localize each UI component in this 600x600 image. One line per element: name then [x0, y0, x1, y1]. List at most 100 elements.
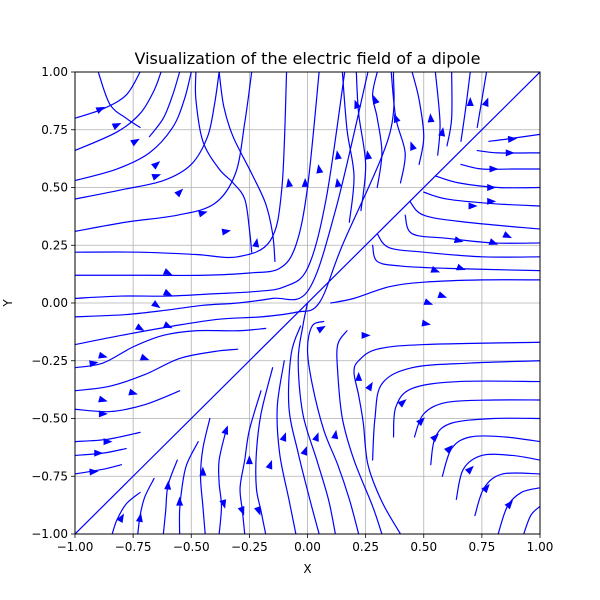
stream-arrowhead [162, 268, 173, 276]
streamline [376, 233, 540, 258]
stream-arrowhead [176, 496, 184, 506]
streamline [411, 72, 425, 165]
stream-arrowhead [199, 466, 207, 476]
x-tick-label: 1.00 [527, 540, 554, 554]
streamline [488, 133, 540, 142]
x-tick-label: 0.50 [410, 540, 437, 554]
stream-arrowhead [410, 141, 417, 151]
stream-arrowhead [130, 138, 140, 147]
stream-arrowhead [331, 429, 339, 440]
streamline [75, 327, 267, 369]
stream-arrowhead [502, 231, 512, 239]
streamline [194, 72, 253, 253]
stream-arrowhead [438, 127, 446, 137]
x-tick-label: −0.50 [173, 540, 210, 554]
streamline [75, 431, 141, 443]
stream-arrowhead [361, 331, 371, 339]
y-axis-label: Y [1, 299, 15, 308]
stream-arrowhead [162, 321, 173, 329]
stream-arrowhead [505, 149, 515, 157]
stream-arrows [89, 95, 518, 524]
streamline [409, 200, 540, 230]
streamline [287, 325, 320, 534]
streamline [476, 72, 488, 129]
chart-title: Visualization of the electric field of a… [135, 49, 481, 68]
streamlines [75, 72, 540, 534]
x-tick-label: −0.75 [115, 540, 152, 554]
stream-arrowhead [365, 150, 373, 160]
stream-arrowhead [453, 236, 464, 243]
streamline [353, 341, 540, 534]
stream-arrowhead [89, 468, 99, 476]
stream-arrowhead [174, 188, 184, 198]
streamline [372, 360, 540, 461]
streamline [460, 72, 471, 142]
stream-arrowhead [221, 228, 232, 236]
stream-arrowhead [489, 165, 499, 173]
streamline [423, 191, 540, 207]
stream-arrowhead [98, 351, 108, 359]
streamline [75, 72, 369, 318]
stream-arrowhead [354, 99, 361, 110]
stream-arrowhead [98, 395, 108, 403]
stream-arrowhead [95, 106, 106, 114]
stream-arrowhead [430, 266, 441, 273]
stream-arrowhead [487, 184, 497, 191]
streamline [97, 72, 141, 129]
stream-arrowhead [393, 113, 401, 124]
y-tick-label: 0.25 [41, 238, 68, 252]
streamline [330, 279, 540, 304]
streamline [75, 72, 162, 152]
streamline [336, 330, 383, 534]
stream-arrowhead [312, 432, 319, 442]
y-tick-label: −0.25 [31, 354, 68, 368]
streamline [474, 472, 540, 517]
stream-arrowhead [464, 465, 474, 475]
streamline [276, 360, 297, 534]
x-tick-label: −1.00 [57, 540, 94, 554]
streamline [75, 72, 220, 200]
stream-arrowhead [427, 113, 435, 123]
stream-arrowhead [151, 300, 161, 309]
stream-arrowhead [301, 177, 309, 187]
streamline [75, 72, 192, 182]
stream-arrowhead [373, 95, 380, 105]
streamline [137, 477, 155, 534]
stream-arrowhead [286, 177, 294, 188]
streamline [75, 72, 395, 346]
streamline [523, 505, 540, 534]
y-tick-label: 0.75 [41, 123, 68, 137]
stream-arrowhead [139, 353, 150, 361]
y-tick-label: −1.00 [31, 527, 68, 541]
x-tick-label: 0.25 [352, 540, 379, 554]
stream-arrowhead [221, 425, 229, 436]
stream-arrowhead [481, 97, 489, 107]
stream-arrowhead [111, 123, 122, 130]
streamline [297, 302, 336, 534]
stream-arrowhead [444, 444, 453, 454]
stream-arrowhead [134, 323, 145, 331]
streamline [217, 429, 227, 534]
streamline [75, 72, 288, 259]
streamline [75, 348, 239, 392]
streamline [178, 441, 199, 534]
streamline [372, 72, 383, 189]
stream-arrowhead [365, 381, 373, 392]
y-tick-label: −0.75 [31, 469, 68, 483]
streamline [404, 214, 540, 244]
stream-arrowhead [416, 417, 425, 427]
streamline [75, 72, 320, 277]
stream-arrowhead [219, 499, 227, 509]
stream-arrowhead [300, 446, 308, 456]
streamline [255, 367, 274, 534]
y-tick-label: −0.50 [31, 412, 68, 426]
stream-arrowhead [265, 460, 273, 470]
stream-arrowhead [237, 505, 245, 516]
x-tick-label: 0.75 [469, 540, 496, 554]
stream-arrowhead [507, 135, 518, 143]
stream-arrowhead [252, 238, 260, 248]
stream-arrowhead [94, 449, 104, 457]
streamline [148, 72, 181, 138]
